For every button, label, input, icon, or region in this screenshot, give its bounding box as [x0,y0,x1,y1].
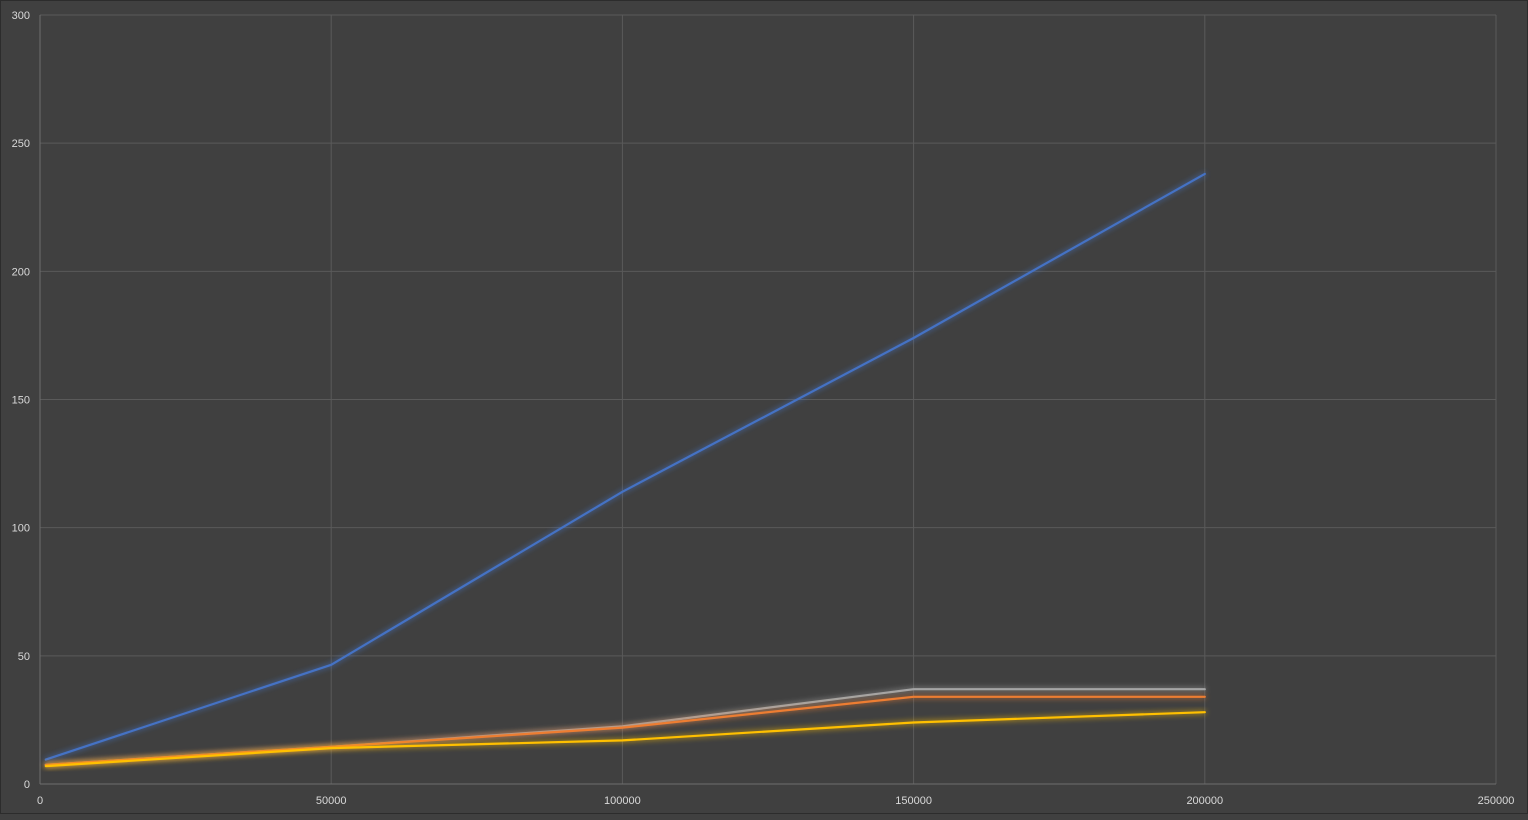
x-tick-label: 200000 [1186,795,1223,807]
series-line-1 [44,172,1206,761]
series-lines [44,172,1206,768]
y-tick-label: 50 [18,651,30,663]
y-tick-label: 100 [12,523,30,535]
x-tick-label: 150000 [895,795,932,807]
x-tick-label: 0 [37,795,43,807]
y-tick-label: 300 [12,10,30,22]
y-tick-label: 200 [12,266,30,278]
y-tick-label: 150 [12,395,30,407]
y-tick-label: 250 [12,138,30,150]
x-tick-label: 250000 [1478,795,1515,807]
x-tick-label: 100000 [604,795,641,807]
axes: 0 50 100 150 200 250 300 0 50000 100000 150000 2000… [12,10,1515,807]
gridlines [40,14,1497,784]
x-tick-label: 50000 [316,795,347,807]
series-line-4 [44,711,1206,768]
y-tick-label: 0 [24,779,30,791]
series-line-2 [44,695,1206,766]
